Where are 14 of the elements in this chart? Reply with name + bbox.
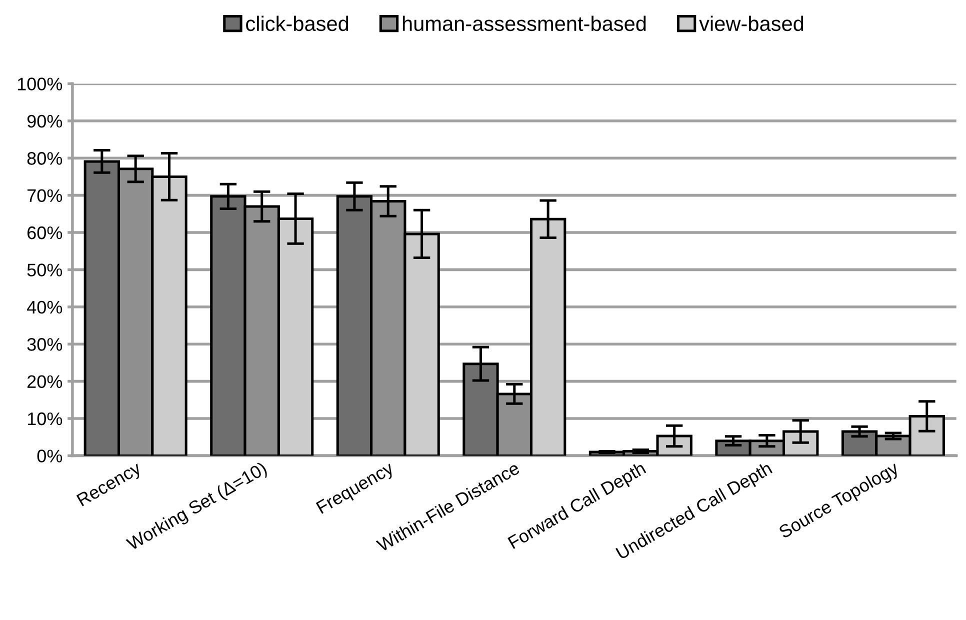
- y-tick-label: 10%: [28, 412, 62, 426]
- y-tick-label: 30%: [27, 338, 62, 351]
- y-tick-label: 70%: [28, 189, 62, 202]
- y-tick-label: 60%: [28, 226, 62, 240]
- y-tick-label: 80%: [27, 152, 62, 165]
- legend-label: view-based: [699, 16, 804, 32]
- y-tick-label: 50%: [27, 264, 62, 276]
- y-tick-label: 0%: [37, 450, 62, 462]
- y-tick-label: 40%: [27, 300, 62, 314]
- legend-label: human-assessment-based: [402, 16, 646, 32]
- y-tick-label: 90%: [27, 114, 62, 128]
- legend-label: click-based: [246, 16, 348, 32]
- y-tick-label: 100%: [18, 78, 62, 90]
- y-tick-label: 20%: [28, 375, 62, 388]
